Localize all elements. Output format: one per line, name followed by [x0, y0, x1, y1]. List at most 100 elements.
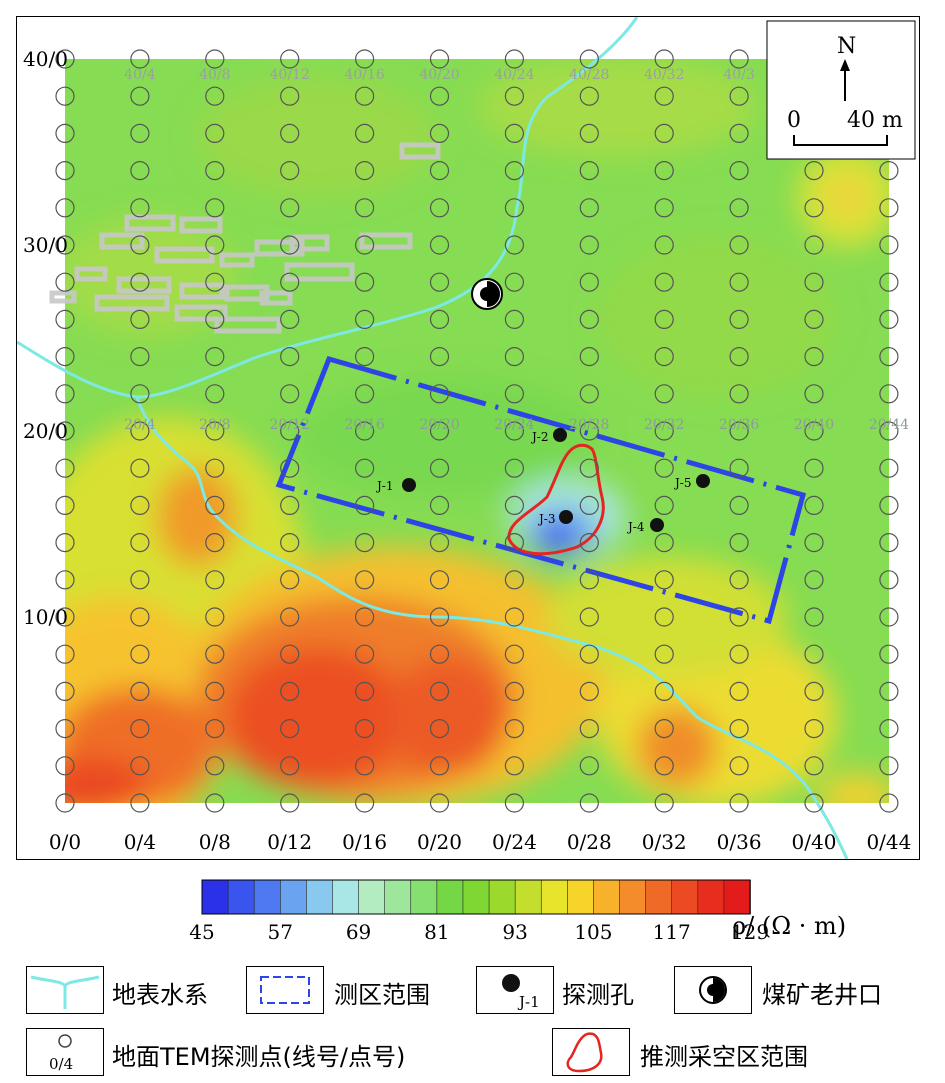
tem-point	[280, 347, 300, 367]
tem-point	[654, 309, 674, 329]
line40-point-label: 40/3	[723, 67, 754, 83]
tem-point	[205, 49, 225, 69]
surface-water	[17, 17, 849, 859]
tem-point	[579, 681, 599, 702]
tem-point	[804, 384, 824, 404]
tem-point	[504, 123, 524, 144]
tem-point	[205, 458, 225, 478]
tem-point	[205, 421, 225, 441]
color-scale-cell	[227, 879, 256, 915]
tem-point	[55, 644, 75, 664]
tem-point	[55, 384, 75, 404]
legend-borehole-swatch: J-1	[476, 966, 554, 1014]
tem-point	[55, 570, 75, 590]
color-scale-tick-label: 81	[424, 920, 450, 944]
tem-point	[280, 123, 300, 144]
tem-point	[579, 607, 599, 627]
tem-point	[355, 532, 375, 553]
tem-point	[355, 607, 375, 627]
tem-point	[654, 161, 674, 181]
tem-point	[504, 347, 524, 367]
tem-point	[804, 793, 824, 813]
tem-point	[280, 532, 300, 553]
tem-point	[205, 198, 225, 218]
legend-water-label: 地表水系	[112, 981, 208, 1009]
tem-point	[504, 384, 524, 404]
tem-point	[205, 756, 225, 776]
tem-point	[205, 532, 225, 553]
tem-point	[55, 458, 75, 478]
line40-point-label: 40/32	[644, 67, 684, 83]
tem-point	[504, 458, 524, 478]
color-scale-cell	[358, 879, 386, 915]
tem-point	[280, 458, 300, 478]
tem-point	[280, 718, 300, 739]
tem-point	[280, 607, 300, 627]
line20-point-label: 20/28	[569, 417, 609, 433]
tem-point	[579, 570, 599, 590]
tem-point	[729, 495, 749, 515]
tem-point	[879, 681, 899, 702]
tem-point	[130, 235, 150, 255]
tem-point	[355, 86, 375, 106]
building-outlines	[49, 142, 441, 334]
color-scale-cell	[567, 879, 595, 915]
tem-point	[280, 421, 300, 441]
color-scale-tick-label: 57	[267, 920, 294, 944]
tem-point	[654, 681, 674, 702]
tem-point	[804, 495, 824, 515]
bottom-axis-label: 0/8	[199, 830, 231, 854]
tem-point	[579, 421, 599, 441]
tem-point	[429, 532, 450, 553]
line40-point-label: 40/8	[199, 67, 230, 83]
line20-point-label: 20/4	[124, 417, 156, 433]
tem-point	[879, 607, 899, 627]
tem-point	[579, 495, 599, 515]
tem-point	[579, 532, 599, 553]
tem-point	[729, 235, 749, 255]
tem-point	[729, 607, 749, 627]
tem-point	[130, 86, 150, 106]
row-label: 10/0	[23, 605, 68, 629]
color-scale-cell	[253, 879, 282, 915]
color-scale-cell	[671, 879, 699, 915]
tem-point	[205, 235, 225, 255]
bottom-axis-label: 0/16	[342, 830, 387, 854]
svg-text:J-5: J-5	[673, 476, 692, 490]
tem-point	[355, 161, 375, 181]
tem-point	[130, 161, 150, 181]
tem-point	[504, 86, 524, 106]
tem-point	[879, 384, 899, 404]
tem-point	[355, 235, 375, 255]
tem-point	[579, 756, 599, 776]
legend-tem-label: 地面TEM探测点(线号/点号)	[112, 1043, 406, 1071]
tem-point	[280, 681, 300, 702]
tem-point	[280, 644, 300, 664]
tem-point	[654, 347, 674, 367]
tem-point	[729, 681, 749, 702]
tem-point	[55, 86, 75, 106]
tem-point	[729, 347, 749, 367]
tem-point	[804, 347, 824, 367]
tem-point	[205, 681, 225, 702]
tem-point	[504, 235, 524, 255]
tem-point	[729, 198, 749, 218]
tem-point	[205, 644, 225, 664]
tem-point	[130, 793, 150, 813]
tem-point	[429, 235, 450, 255]
tem-point	[879, 235, 899, 255]
tem-point	[879, 532, 899, 553]
tem-point	[429, 309, 450, 329]
legend-survey-area-swatch	[246, 966, 324, 1014]
line20-point-label: 20/16	[344, 417, 384, 433]
tem-point	[130, 756, 150, 776]
tem-point	[355, 123, 375, 144]
borehole-j5: J-5	[673, 474, 710, 490]
row-label: 20/0	[23, 419, 68, 443]
tem-point	[429, 718, 450, 739]
color-scale-cell	[201, 879, 229, 915]
tem-point	[504, 718, 524, 739]
tem-point	[879, 347, 899, 367]
tem-point	[579, 161, 599, 181]
tem-point	[280, 49, 300, 69]
